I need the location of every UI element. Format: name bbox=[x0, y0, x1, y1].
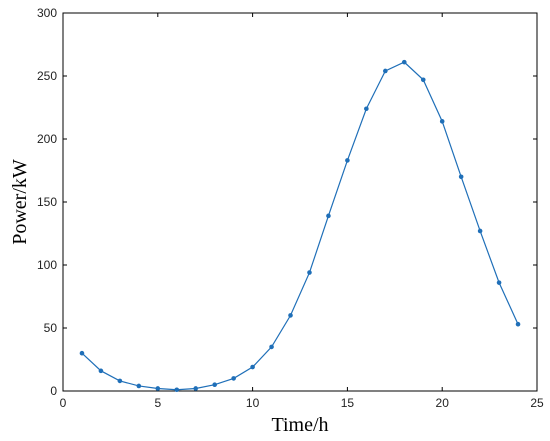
data-point bbox=[345, 158, 350, 163]
x-tick-label: 10 bbox=[246, 396, 260, 410]
x-tick-label: 0 bbox=[60, 396, 67, 410]
y-tick-label: 200 bbox=[37, 132, 57, 146]
data-point bbox=[117, 378, 123, 384]
data-point bbox=[193, 386, 199, 391]
data-point bbox=[136, 383, 142, 389]
data-point bbox=[383, 68, 388, 74]
data-point bbox=[269, 344, 274, 350]
y-tick-label: 250 bbox=[37, 69, 57, 83]
data-point bbox=[288, 313, 293, 318]
data-point bbox=[496, 280, 502, 285]
y-tick-label: 50 bbox=[44, 321, 58, 335]
data-point bbox=[250, 364, 255, 370]
data-point bbox=[458, 174, 464, 180]
series-layer bbox=[79, 59, 521, 393]
data-point bbox=[212, 382, 217, 388]
x-axis-title: Time/h bbox=[271, 414, 328, 436]
y-tick-label: 150 bbox=[37, 195, 57, 209]
x-tick-label: 20 bbox=[436, 396, 450, 410]
plot-area bbox=[62, 12, 538, 392]
data-point bbox=[79, 350, 85, 356]
data-point bbox=[98, 368, 104, 374]
y-tick-label: 300 bbox=[37, 6, 57, 20]
y-axis-title: Power/kW bbox=[9, 159, 31, 245]
data-point bbox=[420, 77, 426, 83]
data-point bbox=[439, 119, 445, 124]
x-tick-label: 25 bbox=[530, 396, 544, 410]
data-point bbox=[307, 270, 312, 275]
data-point bbox=[231, 376, 236, 381]
data-point bbox=[477, 228, 483, 234]
data-point bbox=[401, 59, 407, 65]
data-point bbox=[155, 386, 161, 391]
x-tick-label: 5 bbox=[154, 396, 161, 410]
data-point bbox=[174, 387, 180, 393]
x-tick-label: 15 bbox=[341, 396, 355, 410]
data-point bbox=[515, 321, 521, 327]
y-tick-label: 0 bbox=[50, 384, 57, 398]
data-point bbox=[326, 213, 331, 219]
y-tick-label: 100 bbox=[37, 258, 57, 272]
data-point bbox=[364, 106, 369, 112]
series-line bbox=[81, 61, 519, 391]
